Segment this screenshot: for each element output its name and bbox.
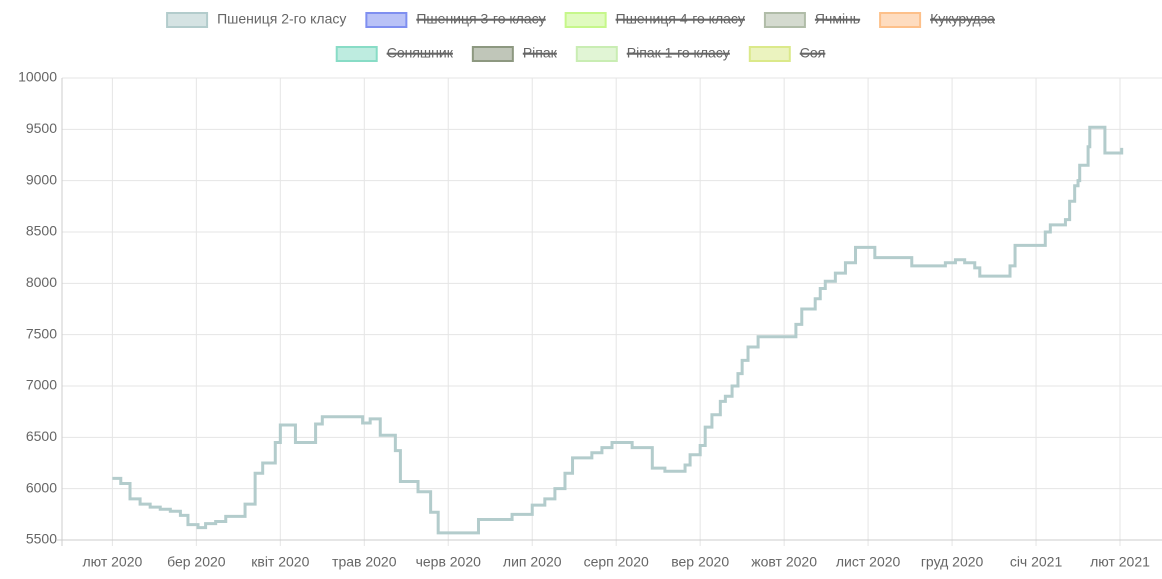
legend-swatch[interactable] <box>564 12 607 28</box>
y-tick-label: 6000 <box>26 479 57 495</box>
x-tick-label: лист 2020 <box>836 554 901 570</box>
x-tick-label: вер 2020 <box>671 554 729 570</box>
legend-swatch[interactable] <box>748 46 791 62</box>
legend-swatch[interactable] <box>471 46 514 62</box>
legend-label[interactable]: Ріпак 1-го класу <box>627 45 730 61</box>
legend-label[interactable]: Соя <box>800 45 825 61</box>
line-series <box>112 125 1124 535</box>
legend-label[interactable]: Пшениця 3-го класу <box>416 11 545 27</box>
y-tick-label: 8500 <box>26 223 57 239</box>
x-tick-label: груд 2020 <box>921 554 984 570</box>
x-tick-label: лип 2020 <box>503 554 562 570</box>
x-tick-label: квіт 2020 <box>251 554 309 570</box>
legend-label[interactable]: Ячмінь <box>815 11 860 27</box>
y-tick-label: 10000 <box>18 69 57 85</box>
legend-swatch[interactable] <box>575 46 618 62</box>
legend-label[interactable]: Ріпак <box>523 45 558 61</box>
x-tick-label: лют 2021 <box>1090 554 1150 570</box>
x-tick-label: черв 2020 <box>416 554 482 570</box>
legend-swatch[interactable] <box>365 12 408 28</box>
legend-swatch[interactable] <box>166 12 209 28</box>
x-tick-label: жовт 2020 <box>751 554 817 570</box>
x-tick-label: бер 2020 <box>167 554 226 570</box>
legend-swatch[interactable] <box>879 12 922 28</box>
y-tick-label: 5500 <box>26 531 57 547</box>
legend-label[interactable]: Пшениця 4-го класу <box>616 11 745 27</box>
legend-label[interactable]: Кукурудза <box>930 11 995 27</box>
x-tick-label: серп 2020 <box>584 554 649 570</box>
y-tick-label: 9000 <box>26 171 57 187</box>
y-tick-label: 7500 <box>26 325 57 341</box>
legend-label[interactable]: Пшениця 2-го класу <box>217 11 346 27</box>
legend-label[interactable]: Соняшник <box>387 45 454 61</box>
y-tick-label: 8000 <box>26 274 57 290</box>
legend-swatch[interactable] <box>763 12 806 28</box>
legend-swatch[interactable] <box>335 46 378 62</box>
x-tick-label: трав 2020 <box>332 554 397 570</box>
x-tick-label: січ 2021 <box>1010 554 1063 570</box>
x-tick-label: лют 2020 <box>82 554 142 570</box>
y-tick-label: 6500 <box>26 428 57 444</box>
y-tick-label: 7000 <box>26 377 57 393</box>
y-tick-label: 9500 <box>26 120 57 136</box>
